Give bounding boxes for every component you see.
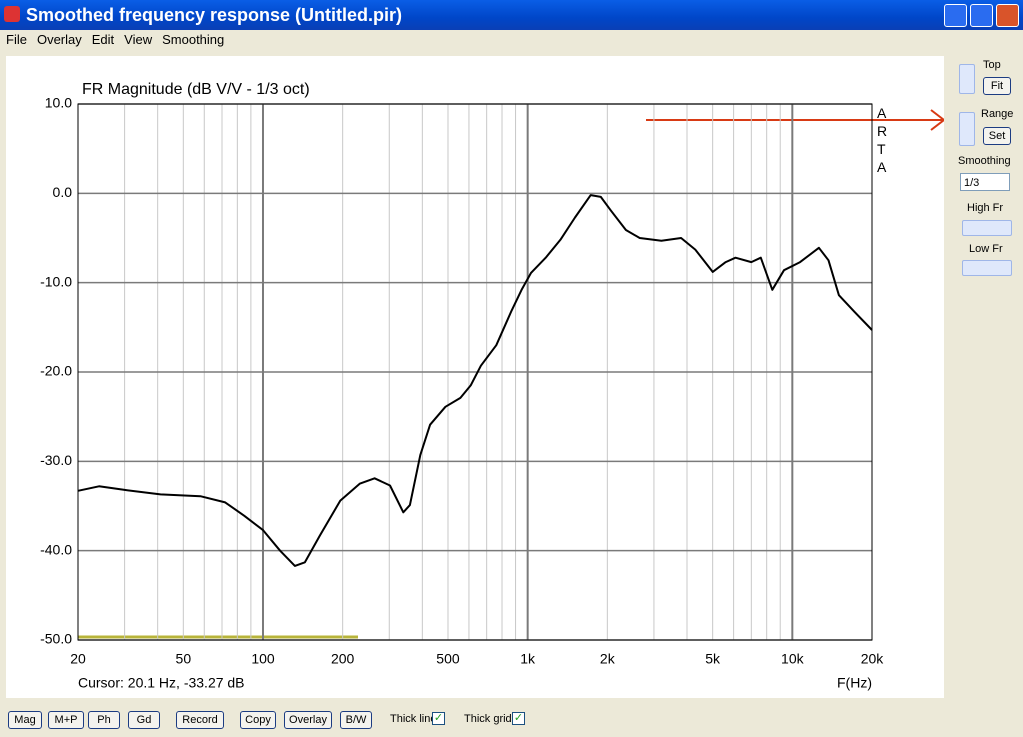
- toolbar-button[interactable]: Copy: [240, 711, 276, 729]
- low-fr-spin[interactable]: [962, 260, 1012, 276]
- app-icon: [4, 6, 20, 22]
- toolbar-button[interactable]: Record: [176, 711, 224, 729]
- y-tick-label: -30.0: [40, 452, 72, 468]
- x-tick-label: 1k: [520, 651, 536, 667]
- chart-panel: FR Magnitude (dB V/V - 1/3 oct) Cursor: …: [6, 56, 956, 698]
- range-label: Range: [981, 108, 1014, 120]
- menu-item[interactable]: View: [124, 32, 153, 47]
- toolbar-button[interactable]: B/W: [340, 711, 372, 729]
- toolbar-button[interactable]: Overlay: [284, 711, 332, 729]
- x-tick-label: 50: [176, 651, 192, 667]
- toolbar-button[interactable]: Mag: [8, 711, 42, 729]
- x-tick-label: 20: [70, 651, 86, 667]
- x-tick-label: 2k: [600, 651, 616, 667]
- chart-title: FR Magnitude (dB V/V - 1/3 oct): [82, 81, 310, 98]
- x-tick-label: 200: [331, 651, 355, 667]
- close-button[interactable]: [996, 4, 1019, 27]
- y-tick-label: 10.0: [45, 95, 72, 111]
- low-fr-label: Low Fr: [969, 243, 1003, 255]
- frequency-response-line: [77, 194, 873, 567]
- checkbox[interactable]: ✓: [432, 712, 445, 725]
- y-tick-label: -50.0: [40, 631, 72, 647]
- checkbox-label: Thick line: [390, 713, 437, 725]
- x-tick-label: 100: [251, 651, 275, 667]
- y-tick-label: -10.0: [40, 273, 72, 289]
- x-tick-label: 500: [436, 651, 460, 667]
- set-button[interactable]: Set: [983, 127, 1011, 145]
- fit-button[interactable]: Fit: [983, 77, 1011, 95]
- cursor-readout: Cursor: 20.1 Hz, -33.27 dB: [78, 675, 245, 691]
- toolbar-button[interactable]: Gd: [128, 711, 160, 729]
- high-fr-label: High Fr: [967, 202, 1004, 214]
- title-bar: Smoothed frequency response (Untitled.pi…: [0, 0, 1023, 30]
- toolbar: Mag M+P Ph Gd Record Copy Overlay B/W Thick line…: [0, 710, 1023, 732]
- top-spin[interactable]: [959, 64, 975, 94]
- toolbar-button[interactable]: M+P: [48, 711, 84, 729]
- x-tick-label: 5k: [705, 651, 721, 667]
- x-tick-label: 10k: [781, 651, 805, 667]
- menu-item[interactable]: Overlay: [36, 32, 82, 47]
- menu-item[interactable]: Smoothing: [162, 32, 225, 47]
- top-label: Top: [983, 59, 1001, 71]
- y-tick-label: -40.0: [40, 541, 72, 557]
- maximize-button[interactable]: [970, 4, 993, 27]
- checkbox-label: Thick grid: [464, 713, 512, 725]
- y-tick-label: -20.0: [40, 363, 72, 379]
- high-fr-spin[interactable]: [962, 220, 1012, 236]
- menu-item[interactable]: Edit: [91, 32, 115, 47]
- checkbox[interactable]: ✓: [512, 712, 525, 725]
- smoothing-select[interactable]: 1/3: [960, 173, 1010, 191]
- menu-item[interactable]: File: [6, 32, 27, 47]
- range-spin[interactable]: [959, 112, 975, 146]
- plot-frame: [77, 103, 873, 641]
- chart: FR Magnitude (dB V/V - 1/3 oct) Cursor: …: [40, 81, 956, 691]
- x-tick-label: 20k: [861, 651, 885, 667]
- x-axis-label: F(Hz): [837, 675, 872, 691]
- menu-bar: File Overlay Edit View Smoothing: [0, 30, 228, 50]
- window-title: Smoothed frequency response (Untitled.pi…: [26, 5, 403, 25]
- watermark: ARTA: [877, 105, 888, 175]
- smoothing-label: Smoothing: [958, 155, 1011, 167]
- toolbar-button[interactable]: Ph: [88, 711, 120, 729]
- minimize-button[interactable]: [944, 4, 967, 27]
- y-tick-label: 0.0: [53, 184, 73, 200]
